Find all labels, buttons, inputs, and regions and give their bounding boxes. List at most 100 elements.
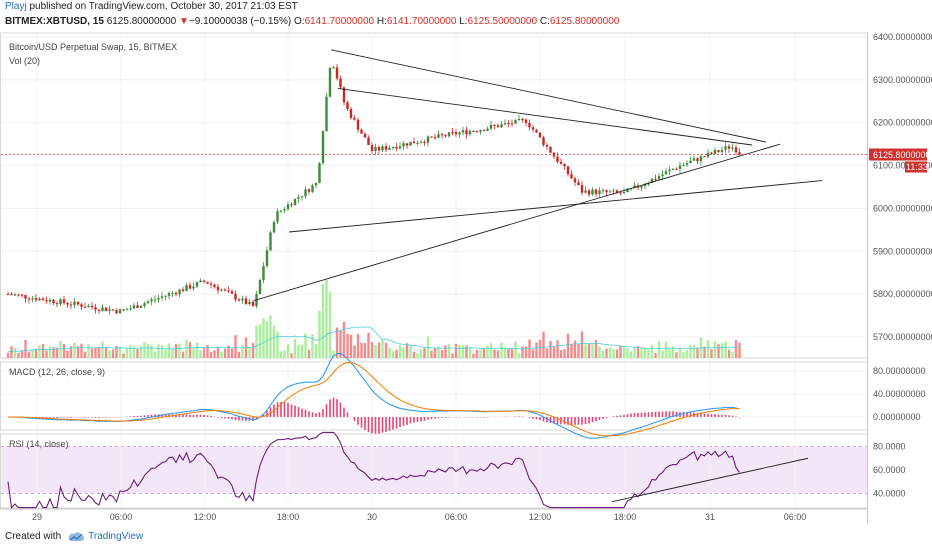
volume-bar — [472, 353, 475, 358]
candle-body — [510, 123, 514, 125]
volume-ma-line — [7, 326, 740, 353]
candle-body — [482, 129, 486, 131]
volume-bar — [104, 347, 108, 358]
candle-body — [391, 147, 395, 149]
volume-bar — [454, 343, 458, 358]
volume-bar — [706, 340, 710, 358]
volume-bar — [591, 343, 594, 358]
volume-bar — [237, 351, 241, 358]
candle-body — [426, 136, 430, 143]
candle-body — [283, 209, 286, 211]
candle-body — [318, 163, 321, 183]
candle-body — [237, 299, 241, 301]
candle-body — [685, 163, 689, 165]
volume-bar — [405, 343, 409, 358]
candle-body — [307, 189, 311, 192]
volume-bar — [279, 351, 283, 358]
candle-body — [430, 136, 433, 138]
candle-body — [500, 124, 503, 128]
candle-body — [507, 123, 510, 125]
candle-body — [38, 298, 41, 301]
candle-body — [654, 178, 657, 180]
candle-body — [412, 141, 416, 144]
volume-bar — [367, 332, 370, 358]
candle-body — [612, 190, 615, 192]
candle-body — [444, 135, 447, 137]
candle-body — [713, 150, 717, 154]
volume-bar — [440, 350, 444, 358]
volume-bar — [608, 347, 612, 358]
volume-bar — [566, 333, 570, 358]
volume-bar — [265, 321, 269, 358]
publish-text: published on TradingView.com, October 30… — [29, 1, 298, 12]
candle-body — [174, 292, 178, 295]
symbol-label[interactable]: BITMEX:XBTUSD, 15 — [5, 16, 104, 27]
time-tick-label: 29 — [32, 512, 42, 522]
tradingview-logo[interactable]: TradingView — [67, 531, 143, 542]
candle-body — [251, 301, 255, 307]
volume-bar — [601, 350, 605, 358]
candle-body — [69, 304, 73, 306]
candle-body — [377, 147, 381, 151]
candle-body — [458, 132, 461, 135]
candle-body — [272, 221, 276, 233]
volume-bar — [122, 353, 125, 358]
volume-bar — [31, 350, 34, 358]
volume-bar — [731, 351, 734, 358]
macd-signal-line — [7, 362, 740, 437]
price-tick-label: 6400.00000000 — [873, 32, 932, 42]
candle-body — [433, 137, 437, 139]
candle-body — [717, 150, 720, 152]
candle-body — [703, 156, 706, 158]
candle-body — [356, 119, 360, 130]
volume-bar — [335, 327, 339, 358]
volume-bar — [479, 349, 482, 358]
candle-body — [55, 303, 59, 305]
candle-body — [727, 146, 731, 149]
volume-bar — [153, 351, 157, 358]
volume-bar — [339, 330, 342, 358]
volume-bar — [433, 347, 437, 358]
volume-bar — [552, 347, 556, 358]
candle-body — [342, 87, 346, 103]
candle-body — [87, 305, 90, 308]
candle-body — [328, 67, 332, 97]
last-price-label: 6125.80000000 — [873, 150, 932, 160]
candle-body — [724, 146, 727, 150]
candle-body — [706, 152, 710, 157]
candle-body — [115, 310, 118, 314]
volume-bar — [622, 345, 626, 358]
volume-bar — [377, 342, 381, 358]
candle-body — [24, 295, 27, 299]
trendline — [253, 143, 781, 302]
volume-bar — [402, 347, 405, 358]
volume-bar — [447, 343, 451, 358]
candle-body — [199, 280, 202, 283]
candle-body — [605, 190, 608, 193]
volume-bar — [615, 349, 619, 358]
candle-body — [465, 130, 468, 135]
price-pane-title: Bitcoin/USD Perpetual Swap, 15, BITMEX — [9, 42, 177, 52]
candle-body — [314, 182, 318, 186]
volume-bar — [48, 346, 52, 358]
candle-body — [591, 189, 594, 195]
candle-body — [580, 185, 584, 193]
price-tick-label: 5900.00000000 — [873, 246, 932, 256]
volume-bar — [538, 339, 542, 358]
candle-body — [720, 149, 724, 152]
candle-body — [349, 109, 353, 118]
volume-bar — [524, 346, 528, 358]
author-link[interactable]: Playj — [5, 1, 27, 12]
candle-body — [223, 289, 227, 291]
candle-body — [321, 131, 325, 164]
volume-bar — [325, 279, 328, 358]
volume-bar — [419, 349, 423, 358]
volume-bar — [13, 348, 17, 358]
volume-bar — [52, 347, 55, 358]
volume-bar — [507, 348, 510, 358]
volume-bar — [59, 340, 62, 358]
volume-bar — [549, 340, 552, 358]
candle-body — [153, 299, 157, 301]
volume-bar — [328, 291, 332, 358]
